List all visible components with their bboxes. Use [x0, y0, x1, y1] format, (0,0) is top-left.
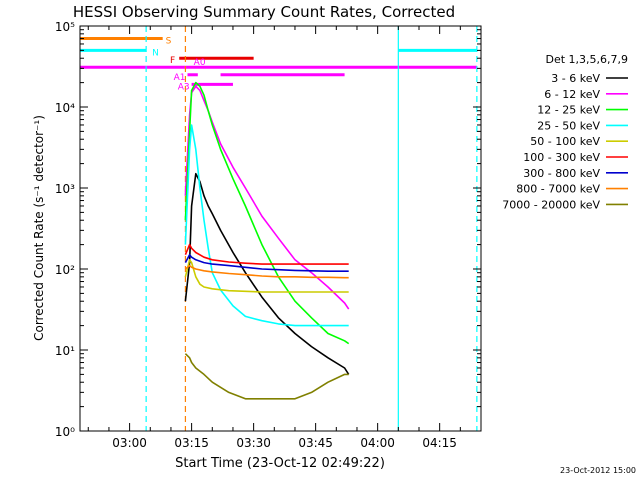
- plot-frame: [79, 25, 482, 432]
- legend-label: 7000 - 20000 keV: [502, 198, 600, 211]
- series-line-3-6-kev: [184, 172, 350, 375]
- x-tick-label: 04:00: [360, 436, 395, 450]
- legend-label: 12 - 25 keV: [537, 104, 600, 117]
- legend-label: 25 - 50 keV: [537, 119, 600, 132]
- series-line-12-25-kev: [184, 81, 350, 345]
- x-tick-label: 03:00: [112, 436, 147, 450]
- series-line-7000-20000-kev: [184, 353, 349, 400]
- flag-label-a3: A3: [178, 82, 190, 92]
- flag-label-f: F: [170, 56, 175, 66]
- legend-label: 6 - 12 keV: [544, 88, 600, 101]
- legend-label: 50 - 100 keV: [530, 135, 600, 148]
- flag-label-a1: A1: [174, 73, 186, 83]
- y-tick-label: 10²: [55, 263, 75, 277]
- y-axis-label: Corrected Count Rate (s⁻¹ detector⁻¹): [32, 115, 46, 341]
- series-line-25-50-kev: [184, 124, 349, 327]
- legend-label: 800 - 7000 keV: [516, 183, 600, 196]
- series-lines: [184, 81, 350, 400]
- flag-label-s: S: [166, 37, 172, 47]
- y-axis: 10⁰ 10¹ 10² 10³ 10⁴ 10⁵: [55, 20, 481, 439]
- chart-title: HESSI Observing Summary Count Rates, Cor…: [73, 3, 455, 21]
- y-tick-label: 10³: [55, 182, 75, 196]
- series-line-50-100-kev: [184, 258, 349, 293]
- date-stamp: 23-Oct-2012 15:00: [560, 466, 636, 475]
- x-axis: 03:00 03:15 03:30 03:45 04:00 04:15: [87, 26, 461, 450]
- x-tick-label: 03:45: [298, 436, 333, 450]
- y-tick-label: 10⁵: [55, 20, 75, 34]
- x-tick-label: 03:30: [236, 436, 271, 450]
- flag-label-n: N: [152, 48, 159, 58]
- series-line-800-7000-kev: [184, 264, 349, 279]
- series-line-300-800-kev: [184, 253, 349, 273]
- series-line-100-300-kev: [184, 243, 349, 265]
- flag-label-a0: A0: [194, 58, 206, 68]
- y-tick-label: 10¹: [55, 344, 75, 358]
- x-tick-label: 03:15: [174, 436, 209, 450]
- x-axis-label: Start Time (23-Oct-12 02:49:22): [175, 456, 385, 471]
- legend: Det 1,3,5,6,7,9 3 - 6 keV 6 - 12 keV 12 - …: [502, 53, 628, 211]
- legend-label: 100 - 300 keV: [523, 151, 600, 164]
- y-tick-label: 10⁰: [55, 425, 75, 439]
- y-tick-label: 10⁴: [55, 101, 75, 115]
- legend-title: Det 1,3,5,6,7,9: [545, 53, 628, 66]
- series-line-6-12-kev: [184, 85, 350, 310]
- legend-label: 300 - 800 keV: [523, 167, 600, 180]
- legend-label: 3 - 6 keV: [551, 72, 600, 85]
- x-tick-label: 04:15: [422, 436, 457, 450]
